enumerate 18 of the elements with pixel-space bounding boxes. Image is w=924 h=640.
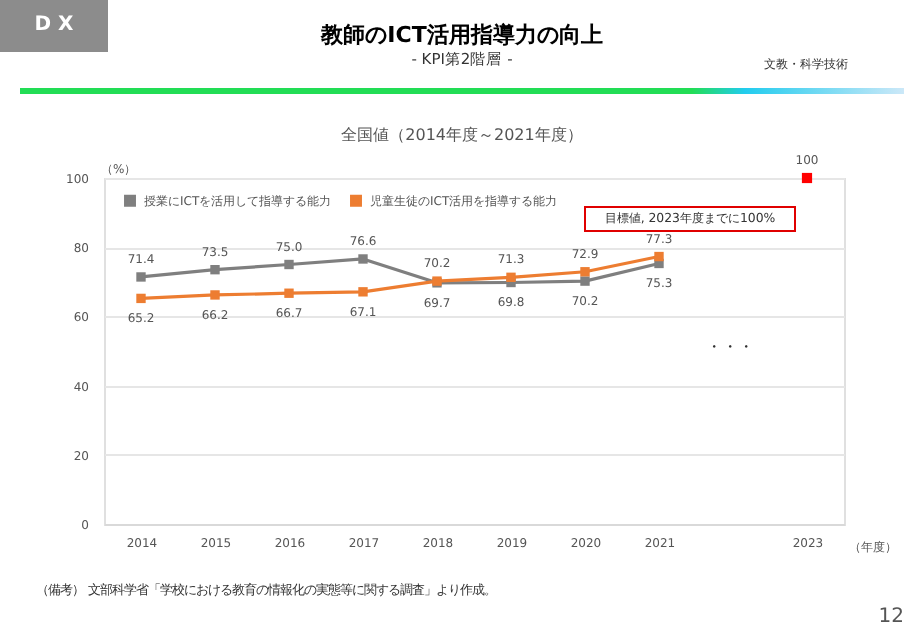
text: 12 xyxy=(878,606,904,628)
point xyxy=(284,259,294,270)
point xyxy=(801,172,813,184)
point xyxy=(506,272,516,282)
chart-title: 教師のICT活用指導力の向上 xyxy=(321,22,603,48)
point xyxy=(580,276,590,286)
point xyxy=(654,251,664,262)
text: 全国値（2014年度～2021年度） xyxy=(339,124,585,146)
point xyxy=(136,272,146,282)
point xyxy=(580,267,590,277)
point xyxy=(358,254,368,264)
text: D X xyxy=(0,0,108,52)
point xyxy=(210,290,220,300)
point xyxy=(284,288,294,298)
point xyxy=(358,287,368,297)
point xyxy=(210,265,220,275)
annotation: ・・・ xyxy=(706,336,754,358)
point xyxy=(136,293,146,304)
